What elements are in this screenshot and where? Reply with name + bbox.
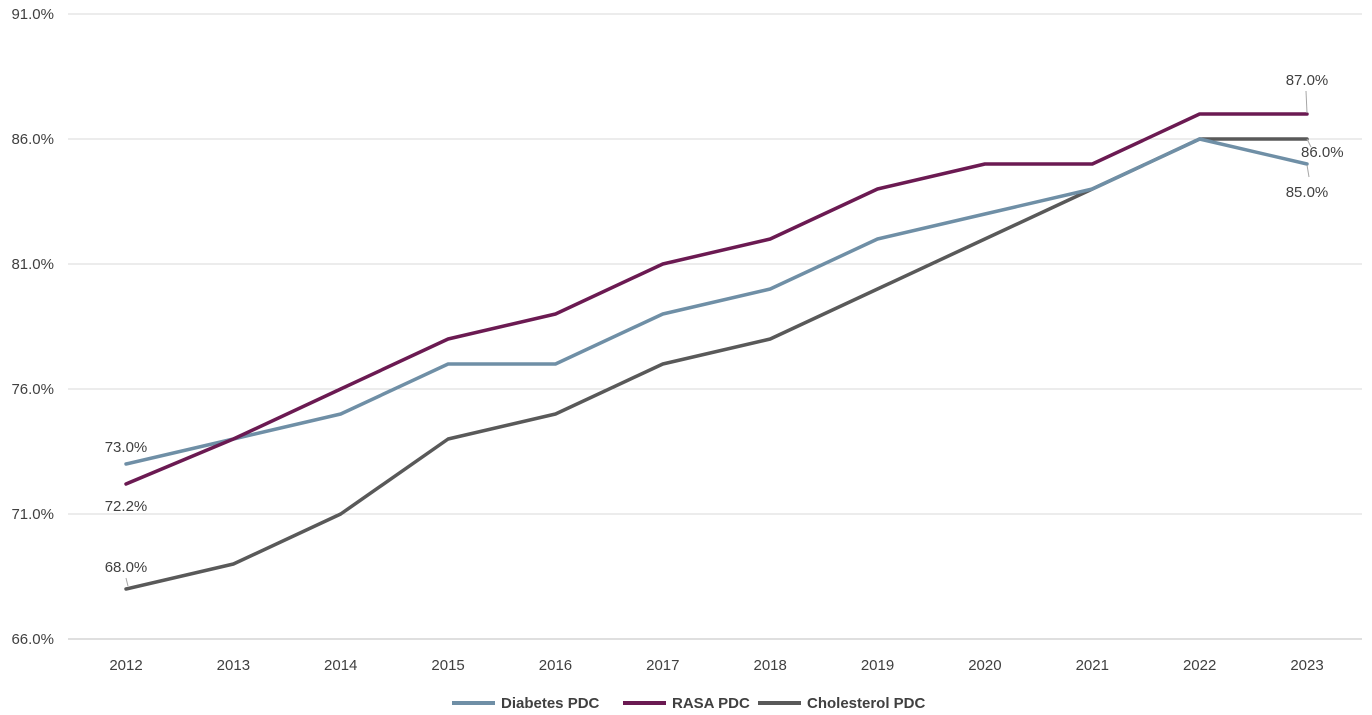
y-tick-label: 86.0%	[11, 131, 54, 148]
x-tick-label: 2012	[109, 657, 142, 674]
data-label-leader	[1306, 138, 1312, 148]
legend-item: Cholesterol PDC	[758, 695, 926, 712]
x-axis: 2012 2013 2014 2015 2016 2017 2018 2019 2020 2021…	[109, 657, 1323, 674]
y-tick-label: 71.0%	[11, 506, 54, 523]
legend-item: Diabetes PDC	[452, 695, 600, 712]
x-tick-label: 2021	[1076, 657, 1109, 674]
x-tick-label: 2014	[324, 657, 357, 674]
x-tick-label: 2020	[968, 657, 1001, 674]
x-tick-label: 2013	[217, 657, 250, 674]
series-line-diabetes-pdc	[124, 137, 1309, 466]
series-line-cholesterol-pdc	[124, 137, 1309, 591]
legend: Diabetes PDC RASA PDC Cholesterol PDC	[452, 695, 926, 712]
x-tick-label: 2016	[539, 657, 572, 674]
x-tick-label: 2018	[753, 657, 786, 674]
data-labels: 73.0% 72.2% 68.0% 87.0% 86.0% 85.0%	[105, 72, 1344, 587]
data-label: 86.0%	[1301, 144, 1344, 161]
series-lines	[124, 112, 1309, 591]
data-label-leader	[1305, 90, 1308, 114]
legend-item: RASA PDC	[623, 695, 750, 712]
legend-label: Diabetes PDC	[501, 695, 600, 712]
data-label: 68.0%	[105, 559, 148, 576]
series-line-rasa-pdc	[124, 112, 1309, 486]
data-label: 73.0%	[105, 439, 148, 456]
y-tick-label: 76.0%	[11, 381, 54, 398]
data-label: 85.0%	[1286, 184, 1329, 201]
x-tick-label: 2019	[861, 657, 894, 674]
data-label: 72.2%	[105, 498, 148, 515]
x-tick-label: 2022	[1183, 657, 1216, 674]
x-tick-label: 2017	[646, 657, 679, 674]
data-label-leader	[125, 577, 129, 587]
data-label: 87.0%	[1286, 72, 1329, 89]
data-label-leader	[1306, 164, 1310, 178]
x-tick-label: 2015	[431, 657, 464, 674]
gridlines	[68, 13, 1362, 640]
y-tick-label: 66.0%	[11, 631, 54, 648]
y-tick-label: 91.0%	[11, 6, 54, 23]
x-tick-label: 2023	[1290, 657, 1323, 674]
legend-label: RASA PDC	[672, 695, 750, 712]
y-axis: 66.0% 71.0% 76.0% 81.0% 86.0% 91.0%	[11, 6, 54, 648]
y-tick-label: 81.0%	[11, 256, 54, 273]
legend-label: Cholesterol PDC	[807, 695, 926, 712]
